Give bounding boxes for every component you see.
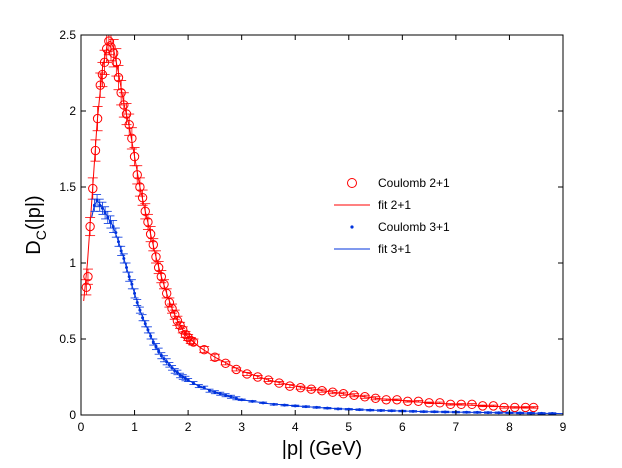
coulomb-2-1-marker-13 [111, 57, 122, 68]
coulomb-2-1-marker-23 [137, 192, 148, 203]
x-tick-label-1: 1 [131, 420, 138, 434]
y-tick-label-2: 1 [69, 256, 76, 270]
coulomb-2-1-point-48 [252, 372, 263, 382]
coulomb-2-1-point-54 [317, 385, 327, 396]
x-tick-label-7: 7 [453, 420, 460, 434]
y-axis-title-subscript: C [33, 230, 49, 240]
coulomb-2-1-point-71 [499, 402, 510, 413]
coulomb-2-1-point-68 [466, 399, 477, 410]
coulomb-2-1-marker-27 [148, 240, 159, 250]
fit-3-1-line [91, 199, 563, 415]
legend-item-fit-3-1: fit 3+1 [334, 242, 411, 256]
coulomb-2-1-series [81, 35, 539, 413]
x-tick-label-3: 3 [238, 420, 245, 434]
coulomb-2-1-marker-24 [140, 206, 150, 217]
coulomb-2-1-point-44 [209, 352, 220, 362]
x-tick-label-2: 2 [185, 420, 192, 434]
coulomb-2-1-marker-46 [231, 364, 242, 375]
coulomb-2-1-marker-37 [175, 320, 185, 331]
legend-label-fit-3-1: fit 3+1 [378, 242, 411, 256]
coulomb-2-1-marker-55 [328, 387, 338, 397]
coulomb-2-1-marker-22 [135, 182, 145, 192]
x-tick-label-9: 9 [560, 420, 567, 434]
y-tick-label-4: 2 [69, 104, 76, 118]
coulomb-2-1-marker-10 [104, 36, 114, 46]
coulomb-3-1-point-55 [344, 407, 353, 411]
coulomb-2-1-point-53 [306, 384, 317, 394]
y-axis-title-tail: (|p|) [23, 195, 45, 230]
coulomb-2-1-point-21 [132, 165, 143, 185]
coulomb-3-1-point-58 [376, 408, 385, 412]
coulomb-2-1-marker-71 [499, 402, 509, 413]
legend: Coulomb 2+1 fit 2+1 Coulomb 3+1 fit 3+1 [334, 176, 450, 256]
x-tick-label-4: 4 [292, 420, 299, 434]
coulomb-2-1-marker-36 [172, 316, 183, 326]
coulomb-2-1-marker-42 [188, 337, 199, 347]
coulomb-2-1-marker-29 [153, 262, 164, 273]
coulomb-2-1-marker-1 [83, 271, 93, 282]
coulomb-3-1-point-66 [462, 410, 471, 414]
coulomb-2-1-marker-57 [349, 390, 359, 400]
coulomb-2-1-point-22 [134, 177, 145, 197]
coulomb-2-1-point-57 [349, 390, 360, 400]
y-tick-label-0: 0 [69, 408, 76, 422]
y-tick-label-3: 1.5 [59, 180, 76, 194]
fit-2-1-line [83, 40, 537, 409]
coulomb-2-1-marker-68 [467, 399, 477, 410]
coulomb-2-1-marker-20 [129, 151, 140, 162]
coulomb-2-1-point-19 [126, 127, 137, 150]
plot-frame [80, 34, 564, 416]
coulomb-2-1-marker-34 [167, 303, 177, 314]
legend-label-coulomb-3-1: Coulomb 3+1 [378, 220, 450, 234]
x-tick-label-8: 8 [506, 420, 513, 434]
coulomb-2-1-marker-58 [360, 392, 370, 402]
coulomb-2-1-marker-56 [338, 389, 349, 399]
legend-item-coulomb-2-1: Coulomb 2+1 [347, 176, 450, 190]
coulomb-2-1-marker-43 [199, 344, 209, 355]
coulomb-2-1-marker-48 [253, 372, 263, 382]
x-tick-label-0: 0 [78, 420, 85, 434]
x-axis-title: |p| (GeV) [282, 438, 362, 460]
coulomb-3-1-series [90, 194, 557, 415]
y-axis-title: DC(|p|) [23, 195, 49, 254]
coulomb-2-1-marker-44 [210, 352, 220, 362]
legend-label-coulomb-2-1: Coulomb 2+1 [378, 176, 450, 190]
axes-layer: 0 1 2 3 4 5 6 7 8 9 0 0.5 1 1.5 2 2.5 [59, 28, 566, 434]
y-tick-label-5: 2.5 [59, 28, 76, 42]
coulomb-3-1-point-59 [387, 409, 396, 413]
legend-label-fit-2-1: fit 2+1 [378, 198, 411, 212]
coulomb-2-1-point-0 [81, 279, 92, 296]
coulomb-2-1-point-38 [177, 325, 188, 335]
coulomb-2-1-marker-38 [178, 325, 188, 335]
coulomb-2-1-marker-33 [164, 297, 175, 308]
coulomb-2-1-point-1 [82, 268, 93, 285]
coulomb-2-1-marker-45 [220, 358, 231, 369]
coulomb-2-1-marker-49 [263, 375, 274, 385]
x-tick-label-5: 5 [345, 420, 352, 434]
y-axis-title-main: D [23, 240, 45, 254]
coulomb-2-1-point-56 [338, 389, 349, 399]
legend-marker-coulomb-3-1 [350, 225, 354, 229]
y-tick-label-1: 0.5 [59, 332, 76, 346]
coulomb-2-1-point-14 [113, 65, 124, 91]
coulomb-2-1-marker-35 [170, 309, 180, 320]
coulomb-2-1-point-12 [108, 39, 119, 68]
coulomb-2-1-point-55 [327, 387, 338, 397]
plot-layer [81, 35, 563, 415]
legend-item-fit-2-1: fit 2+1 [334, 198, 411, 212]
legend-item-coulomb-3-1: Coulomb 3+1 [350, 220, 450, 234]
legend-marker-coulomb-2-1 [347, 178, 357, 188]
plot-area [81, 35, 563, 415]
coulomb-2-1-point-58 [359, 392, 370, 402]
coulomb-2-1-marker-54 [317, 385, 327, 396]
x-tick-label-6: 6 [399, 420, 406, 434]
coulomb-2-1-marker-0 [81, 282, 92, 293]
